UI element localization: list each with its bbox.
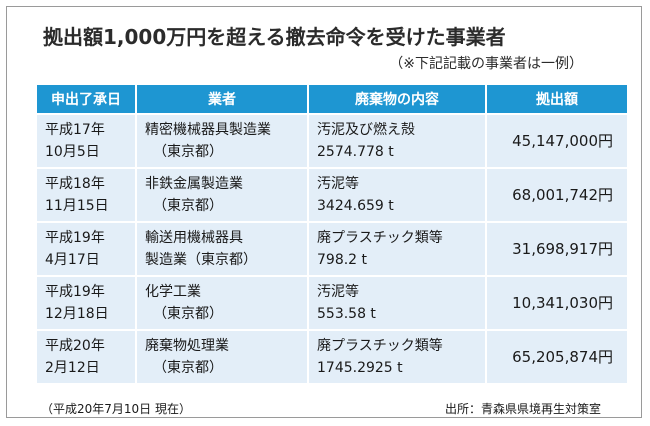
header-date: 申出了承日 (37, 85, 135, 113)
table-row: 平成19年 12月18日 化学工業 （東京都） 汚泥等 553.58 t 10,341… (37, 277, 627, 329)
amount-cell: 68,001,742円 (487, 169, 627, 221)
table-row: 平成18年 11月15日 非鉄金属製造業 （東京都） 汚泥等 3424.659 t 6… (37, 169, 627, 221)
waste-cell: 汚泥等 553.58 t (309, 277, 485, 329)
header-company: 業者 (137, 85, 307, 113)
company-cell: 非鉄金属製造業 （東京都） (137, 169, 307, 221)
company-cell: 輸送用機械器具 製造業（東京都） (137, 223, 307, 275)
page-subtitle: （※下記記載の事業者は一例） (389, 56, 583, 72)
amount-cell: 65,205,874円 (487, 331, 627, 383)
company-cell: 化学工業 （東京都） (137, 277, 307, 329)
header-amount: 拠出額 (487, 85, 627, 113)
data-table: 申出了承日 業者 廃棄物の内容 拠出額 平成17年 10月5日 精密機械器具製造業… (35, 83, 629, 385)
waste-cell: 廃プラスチック類等 798.2 t (309, 223, 485, 275)
header-row: 申出了承日 業者 廃棄物の内容 拠出額 (37, 85, 627, 113)
waste-cell: 廃プラスチック類等 1745.2925 t (309, 331, 485, 383)
amount-cell: 45,147,000円 (487, 115, 627, 167)
date-cell: 平成19年 12月18日 (37, 277, 135, 329)
date-cell: 平成19年 4月17日 (37, 223, 135, 275)
date-cell: 平成17年 10月5日 (37, 115, 135, 167)
waste-cell: 汚泥及び燃え殻 2574.778 t (309, 115, 485, 167)
date-cell: 平成20年 2月12日 (37, 331, 135, 383)
company-cell: 廃棄物処理業 （東京都） (137, 331, 307, 383)
table-row: 平成17年 10月5日 精密機械器具製造業 （東京都） 汚泥及び燃え殻 2574.77… (37, 115, 627, 167)
date-cell: 平成18年 11月15日 (37, 169, 135, 221)
company-cell: 精密機械器具製造業 （東京都） (137, 115, 307, 167)
document-frame: 拠出額1,000万円を超える撤去命令を受けた事業者 （※下記記載の事業者は一例）… (6, 6, 642, 418)
amount-cell: 31,698,917円 (487, 223, 627, 275)
page-title: 拠出額1,000万円を超える撤去命令を受けた事業者 (43, 25, 506, 49)
table-row: 平成20年 2月12日 廃棄物処理業 （東京都） 廃プラスチック類等 1745.292… (37, 331, 627, 383)
header-waste: 廃棄物の内容 (309, 85, 485, 113)
source-note: 出所：青森県県境再生対策室 (444, 402, 601, 416)
as-of-note: （平成20年7月10日 現在） (41, 402, 191, 416)
waste-cell: 汚泥等 3424.659 t (309, 169, 485, 221)
table-row: 平成19年 4月17日 輸送用機械器具 製造業（東京都） 廃プラスチック類等 798.… (37, 223, 627, 275)
amount-cell: 10,341,030円 (487, 277, 627, 329)
